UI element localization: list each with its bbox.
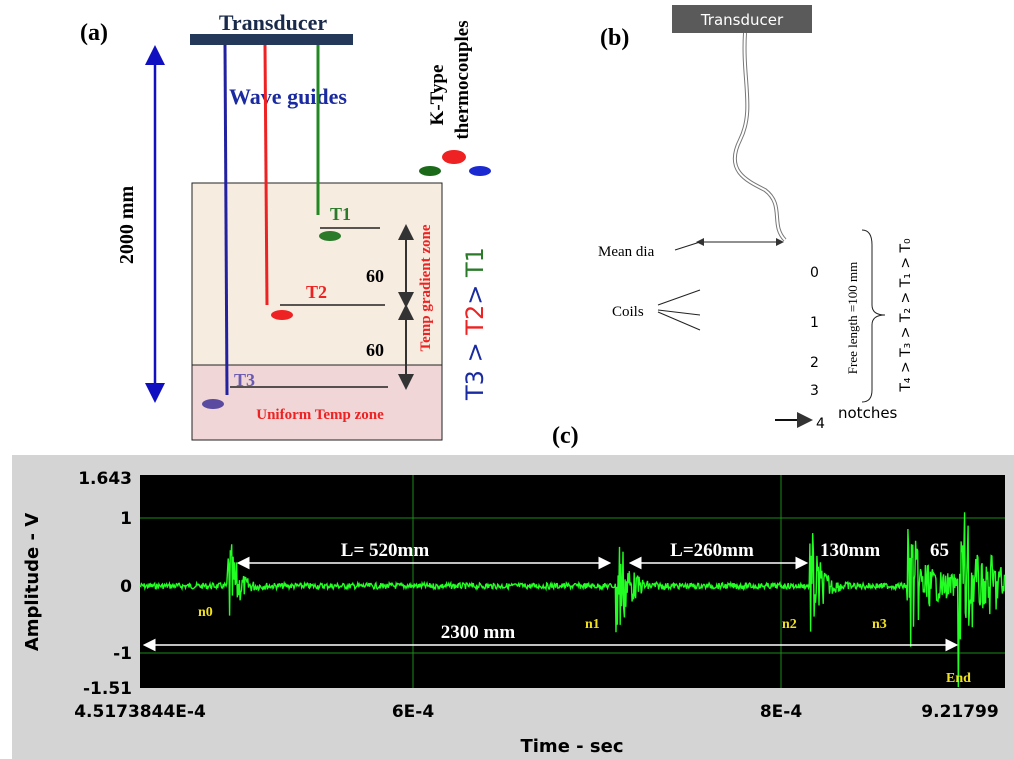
wave-guides-label: Wave guides <box>229 84 347 109</box>
panel-label: (c) <box>552 423 579 449</box>
notch-number: 0 <box>810 265 819 281</box>
echo-label: n1 <box>585 617 600 632</box>
mean-dia-label: Mean dia <box>598 244 655 260</box>
pointer <box>657 289 701 331</box>
spacing-label: 60 <box>366 266 384 286</box>
span-label: L= 520mm <box>341 540 430 561</box>
notch-number: 2 <box>810 355 819 371</box>
order-part: T1 <box>461 247 489 278</box>
length-label: 2000 mm <box>116 186 138 265</box>
panel-c: 1.643 1 0 -1 -1.51 4.5173844E-4 6E-4 8E-… <box>12 455 1014 759</box>
plot-area <box>140 475 1005 688</box>
y-tick-label: 1 <box>120 509 132 529</box>
temperature-order: T3 > T2> T1 <box>461 247 489 401</box>
order-part: > <box>461 277 489 305</box>
waveguide <box>223 44 229 396</box>
thermocouple-icon <box>419 166 441 176</box>
thermocouple <box>202 399 224 409</box>
y-tick-label: 1.643 <box>78 469 132 489</box>
gradient-zone-label: Temp gradient zone <box>418 224 434 351</box>
x-tick-label: 4.5173844E-4 <box>74 702 206 722</box>
panel-a: (a) Transducer 2000 mm Wave guides K-Typ… <box>80 10 491 441</box>
brace <box>861 229 886 403</box>
echo-label: n3 <box>872 617 887 632</box>
uniform-zone-label: Uniform Temp zone <box>256 407 384 423</box>
uniform-zone <box>191 364 443 441</box>
wire <box>733 32 786 241</box>
notch-number: 3 <box>810 383 819 399</box>
spacing-label: 60 <box>366 340 384 360</box>
x-tick-label: 6E-4 <box>392 702 434 722</box>
coils-label: Coils <box>612 304 644 320</box>
notches-label: notches <box>838 404 898 422</box>
echo-label: n0 <box>198 605 213 620</box>
span-label: 65 <box>930 540 949 561</box>
x-tick-label: 9.21799 <box>921 702 998 722</box>
transducer <box>672 5 812 33</box>
thermocouple <box>271 310 293 320</box>
panel-b: (b) Transducer Mean dia Coils 0 1 2 3 4 … <box>552 5 914 449</box>
y-tick-label: -1 <box>113 644 132 664</box>
y-tick-label: -1.51 <box>83 679 132 699</box>
echo-label: End <box>946 671 971 686</box>
thermocouple <box>319 231 341 241</box>
temperature-order: T₄ > T₃ > T₂ > T₁ > T₀ <box>898 238 914 393</box>
notch-number: 1 <box>810 315 819 331</box>
thermocouple-label: thermocouples <box>452 20 473 139</box>
t3-label: T3 <box>234 370 255 390</box>
transducer-label: Transducer <box>700 11 784 29</box>
echo-label: n2 <box>782 617 797 632</box>
y-axis-title: Amplitude - V <box>22 513 43 651</box>
grid <box>140 475 1005 688</box>
order-part: > <box>461 335 489 370</box>
t2-label: T2 <box>306 282 327 302</box>
x-tick-label: 8E-4 <box>760 702 802 722</box>
transducer-label: Transducer <box>219 10 328 35</box>
transducer <box>190 34 353 45</box>
thermocouple-icon <box>442 150 466 164</box>
notch-number: 4 <box>816 416 825 432</box>
order-part: T2 <box>461 305 489 336</box>
panel-label: (a) <box>80 20 108 46</box>
thermocouple-icon <box>469 166 491 176</box>
span-label: 130mm <box>820 540 880 561</box>
waveguide <box>263 44 269 306</box>
span-label: 2300 mm <box>441 622 516 643</box>
panel-label: (b) <box>600 25 629 51</box>
order-part: T3 <box>461 370 489 401</box>
pointer <box>674 241 701 251</box>
free-length-label: Free length =100 mm <box>845 262 860 374</box>
x-axis-title: Time - sec <box>520 736 623 757</box>
y-tick-label: 0 <box>120 577 132 597</box>
waveform <box>139 512 1006 688</box>
t1-label: T1 <box>330 204 351 224</box>
span-label: L=260mm <box>670 540 754 561</box>
thermocouple-label: K-Type <box>427 65 448 126</box>
